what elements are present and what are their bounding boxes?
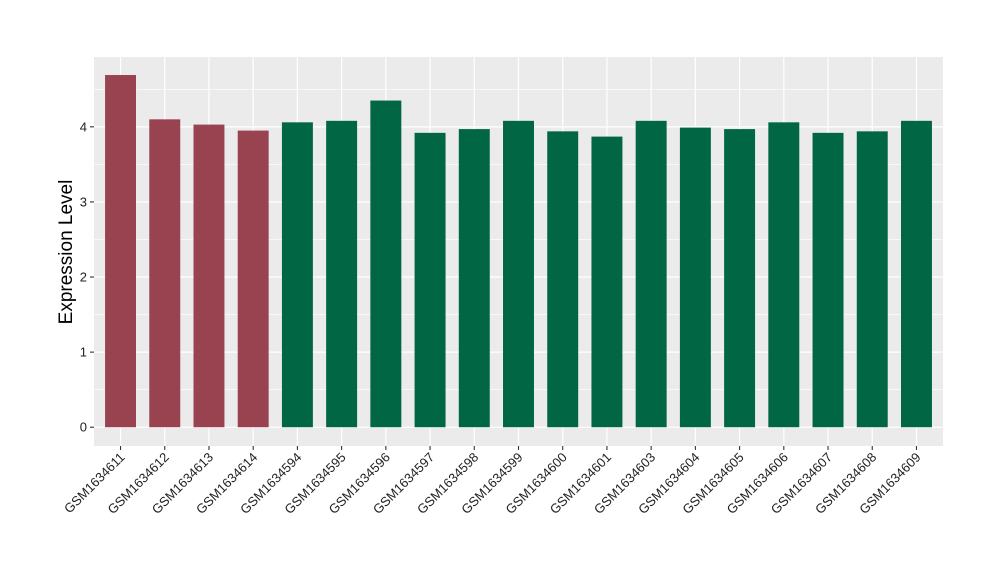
bar bbox=[591, 136, 623, 428]
bar bbox=[105, 75, 137, 428]
bar bbox=[856, 131, 888, 428]
bar bbox=[326, 120, 358, 428]
bar bbox=[679, 127, 711, 428]
y-axis-title: Expression Level bbox=[56, 180, 77, 325]
bar bbox=[149, 119, 181, 428]
bars bbox=[105, 75, 932, 428]
bar bbox=[370, 100, 402, 428]
y-tick-label: 4 bbox=[80, 119, 87, 134]
bar bbox=[414, 132, 446, 428]
bar bbox=[281, 122, 313, 428]
bar bbox=[503, 120, 534, 428]
bar bbox=[237, 130, 269, 428]
bar bbox=[900, 120, 932, 428]
bar bbox=[812, 132, 844, 428]
y-tick-label: 0 bbox=[80, 420, 87, 435]
bar bbox=[724, 129, 756, 428]
bar bbox=[458, 129, 490, 428]
y-tick-label: 3 bbox=[80, 194, 87, 209]
bar bbox=[635, 120, 667, 428]
y-tick-label: 2 bbox=[80, 270, 87, 285]
bar bbox=[193, 124, 225, 428]
bar bbox=[768, 122, 800, 428]
y-axis: 0 1 2 3 4 bbox=[80, 119, 94, 435]
bar bbox=[547, 131, 579, 428]
y-tick-label: 1 bbox=[80, 345, 87, 360]
